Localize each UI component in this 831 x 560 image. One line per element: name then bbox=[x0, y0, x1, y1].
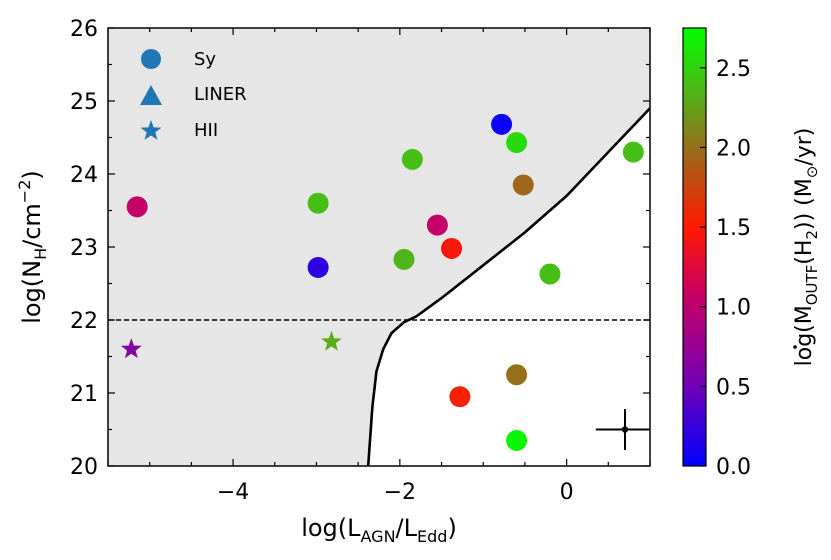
colorbar-title: log(MOUTF(H2)) (M⊙/yr) bbox=[792, 128, 821, 367]
legend-label-hii: HII bbox=[194, 120, 218, 141]
data-point-hii-16 bbox=[321, 330, 342, 351]
data-point-sy-9 bbox=[512, 174, 534, 196]
legend-marker-triangle bbox=[140, 85, 162, 105]
y-tick-label: 26 bbox=[70, 17, 98, 42]
data-point-sy-4 bbox=[393, 248, 415, 270]
data-point-sy-12 bbox=[506, 364, 528, 386]
data-point-sy-8 bbox=[506, 132, 528, 154]
data-point-sy-7 bbox=[491, 113, 513, 135]
data-point-sy-1 bbox=[307, 192, 329, 214]
error-bar-center bbox=[621, 426, 629, 433]
y-tick-label: 25 bbox=[70, 90, 98, 115]
data-point-hii-15 bbox=[120, 338, 142, 359]
colorbar bbox=[682, 27, 707, 467]
y-axis-title: log(NH/cm−2) bbox=[15, 170, 50, 324]
x-tick-label: −4 bbox=[217, 480, 249, 505]
data-point-sy-5 bbox=[426, 214, 448, 236]
data-point-sy-0 bbox=[126, 196, 148, 218]
y-tick-label: 24 bbox=[70, 163, 98, 188]
colorbar-ticks: 0.0 0.5 1.0 1.5 2.0 2.5 bbox=[700, 57, 751, 480]
data-point-sy-2 bbox=[307, 256, 329, 278]
mdot-dot bbox=[793, 345, 797, 349]
data-points bbox=[120, 113, 644, 451]
colorbar-tick-label: 1.0 bbox=[716, 296, 751, 321]
y-tick-label: 20 bbox=[70, 455, 98, 480]
data-point-sy-10 bbox=[539, 263, 561, 285]
legend-label-liner: LINER bbox=[194, 84, 247, 105]
data-point-sy-6 bbox=[441, 237, 463, 259]
legend-marker-star bbox=[140, 120, 162, 140]
y-tick-label: 22 bbox=[70, 309, 98, 334]
axis-ticks: −4 −2 0 20 21 22 23 24 25 26 bbox=[70, 17, 651, 505]
error-bar bbox=[595, 409, 650, 450]
data-point-sy-14 bbox=[506, 429, 528, 451]
legend-marker-circle bbox=[141, 49, 161, 69]
data-point-sy-11 bbox=[622, 141, 644, 163]
x-tick-label: 0 bbox=[560, 480, 574, 505]
colorbar-tick-label: 2.0 bbox=[716, 136, 751, 161]
data-point-sy-13 bbox=[449, 386, 471, 408]
legend: Sy LINER HII bbox=[140, 49, 247, 141]
x-tick-label: −2 bbox=[384, 480, 416, 505]
colorbar-tick-label: 2.5 bbox=[716, 57, 751, 82]
y-tick-label: 21 bbox=[70, 382, 98, 407]
x-axis-title: log(LAGN/LEdd) bbox=[301, 514, 457, 546]
boundary-curve bbox=[366, 107, 650, 466]
colorbar-tick-label: 1.5 bbox=[716, 216, 751, 241]
colorbar-tick-label: 0.0 bbox=[716, 455, 751, 480]
colorbar-tick-label: 0.5 bbox=[716, 375, 751, 400]
y-tick-label: 23 bbox=[70, 236, 98, 261]
legend-label-sy: Sy bbox=[194, 49, 216, 70]
data-point-sy-3 bbox=[401, 148, 423, 170]
plot-frame bbox=[107, 27, 651, 467]
